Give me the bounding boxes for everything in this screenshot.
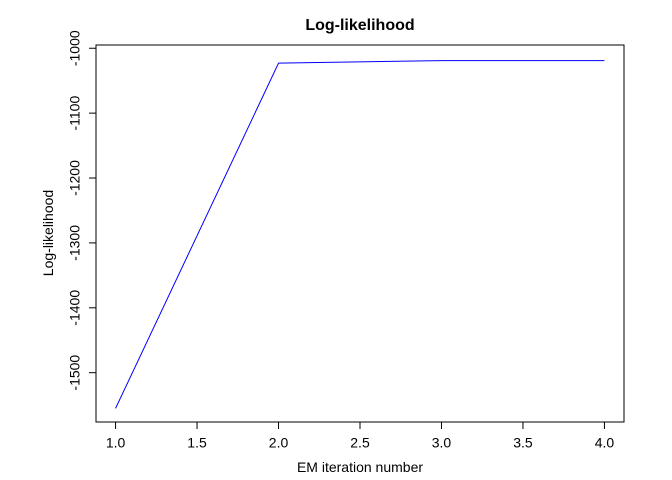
x-axis-label: EM iteration number [297, 459, 423, 475]
y-tick-label: -1000 [67, 30, 83, 66]
x-tick-label: 3.5 [513, 435, 533, 451]
y-tick-label: -1200 [67, 160, 83, 196]
x-tick-label: 1.5 [187, 435, 207, 451]
y-tick-label: -1500 [67, 355, 83, 391]
y-axis-label: Log-likelihood [40, 190, 56, 276]
x-tick-label: 4.0 [595, 435, 615, 451]
x-tick-label: 2.5 [350, 435, 370, 451]
y-tick-label: -1300 [67, 225, 83, 261]
x-tick-label: 2.0 [269, 435, 289, 451]
plot-box [95, 44, 625, 423]
data-line [115, 60, 605, 409]
y-tick-label: -1400 [67, 290, 83, 326]
x-tick-label: 3.0 [432, 435, 452, 451]
x-tick-label: 1.0 [106, 435, 126, 451]
y-tick-label: -1100 [67, 96, 83, 131]
chart-title: Log-likelihood [305, 17, 414, 34]
